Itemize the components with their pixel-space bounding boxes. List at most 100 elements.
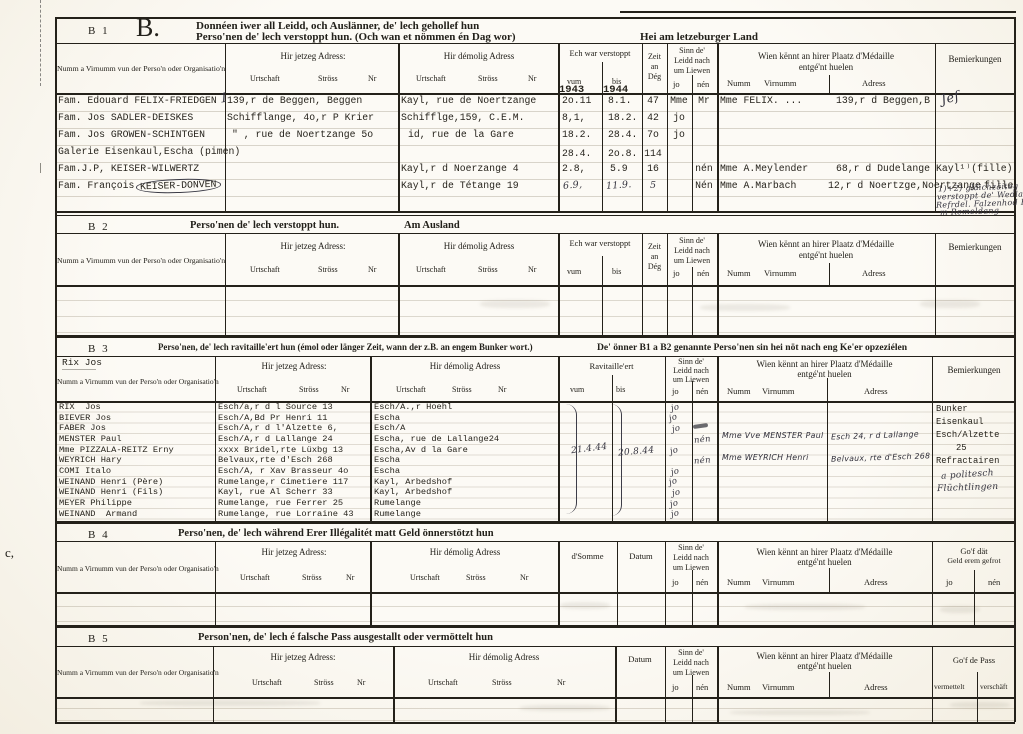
b2-h-zeit3: Dég (647, 262, 662, 271)
b3-medal-numm-handwritten: Mme WEYRICH Henri (722, 453, 809, 462)
b1-col-line (642, 43, 643, 211)
b2-h-sinn2: Leidd nach (674, 246, 710, 255)
b5-h-name: Numm a Virnumm vun der Perso'n oder Orga… (57, 668, 219, 677)
b3-h-numm: Numm (727, 386, 751, 396)
b1-row3-vum: 18.2. (562, 129, 592, 140)
b4-h-stross2: Ströss (466, 573, 486, 582)
b2-h-bis: bis (612, 267, 622, 276)
b2-h-stross2: Ströss (478, 265, 498, 274)
b3-h-jo: jo (672, 386, 679, 396)
b1-row6-deg-handwritten: 5 (650, 180, 657, 191)
b5-col-line (717, 646, 719, 722)
b2-col-line (398, 233, 400, 335)
b1-row3-deg: 7o (647, 129, 659, 140)
b1-h-jo: jo (673, 79, 680, 89)
b1-col-line (829, 75, 830, 93)
b3-h-bemierkungen: Bemierkungen (947, 365, 1001, 375)
b2-title-divider (55, 233, 1015, 234)
b1-col-line (667, 43, 668, 211)
b4-col-line (617, 541, 618, 625)
b3-stray-strike (62, 369, 96, 370)
b1-row5-prev: Kayl,r d Noerzange 4 (401, 163, 519, 174)
nen-mark: nén (693, 455, 712, 467)
b3-row-prev: Kayl, Arbedshof (374, 487, 453, 497)
b4-col-line (829, 568, 830, 592)
jo-mark: jo (671, 487, 682, 499)
b1-row5-vum: 2.8, (562, 163, 586, 174)
b2-col-line (602, 256, 603, 335)
b2-h-urtschaft2: Urtschaft (416, 265, 446, 274)
b3-h-virnumm: Virnumm (762, 386, 795, 396)
b1-row1-cur: 139,r de Beggen, Beggen (227, 95, 363, 106)
b4-h-gof-geld2: Geld erem gefrot (947, 556, 1001, 565)
b1-section-label: B 1 (88, 25, 110, 37)
b3-row-name: FABER Jos (59, 423, 106, 433)
b3-row-name: COMI Italo (59, 466, 112, 476)
b3-bem-line: Bunker (936, 404, 968, 414)
b4-section-label: B 4 (88, 529, 110, 541)
page-top-line (620, 11, 1016, 13)
b1-row2-jo: jo (673, 112, 685, 123)
b3-row-cur: Belvaux,rte d'Esch 268 (218, 455, 333, 465)
b1-row6-medal-adress: 12,r d Noertzge,Noertzange (828, 180, 981, 191)
b3-row-name: Mme PIZZALA-REITZ Erny (59, 445, 174, 455)
b4-top-border (55, 523, 1015, 524)
b5-h-sinn2: Leidd nach (673, 658, 709, 667)
ruling-lines-b2 (57, 285, 1014, 335)
b1-h-sinn1: Sinn de' (679, 46, 705, 55)
b3-row-prev: Rumelange (374, 509, 421, 519)
b3-row-prev: Esch/A.,r Hoehl (374, 402, 453, 412)
scan-smudge (745, 604, 865, 610)
b5-col-line (615, 646, 617, 722)
b2-h-numm: Numm (727, 268, 751, 278)
b2-col-line (717, 233, 719, 335)
b5-h-prev-address: Hir démolig Adress (468, 652, 540, 662)
ruling-lines-b4 (57, 592, 1014, 625)
b5-top-border (55, 627, 1015, 628)
b1-h-zeit3: Dég (647, 72, 662, 81)
b5-col-line (829, 672, 830, 697)
margin-note: c, (5, 545, 15, 560)
b3-row-prev: Rumelange (374, 498, 421, 508)
b3-col-line (215, 356, 216, 521)
b3-h-nen: nén (696, 386, 709, 396)
b1-row3-name: Fam. Jos GROWEN-SCHINTGEN (58, 129, 205, 140)
b5-col-line (692, 675, 693, 722)
b4-h-sinn3: um Liewen (672, 563, 710, 572)
b5-col-line (932, 646, 933, 722)
form-border-top (55, 17, 1015, 19)
b3-bem-line: Refractairen (936, 456, 1000, 466)
b4-h-sinn2: Leidd nach (673, 553, 709, 562)
b3-row-cur: Esch/A, r Xav Brasseur 4o (218, 466, 349, 476)
b1-row2-bis: 18.2. (608, 112, 638, 123)
b3-h-bis: bis (616, 385, 626, 394)
b1-title-line1: Donnéen iwer all Leidd, och Auslänner, d… (196, 20, 480, 32)
b5-h-nr: Nr (357, 678, 366, 687)
b1-row1-nen: Mr (698, 95, 710, 106)
b3-row-name: WEINAND Henri (Fils) (59, 487, 164, 497)
b3-bem-line: Esch/Alzette (936, 430, 1000, 440)
b1-year-from: 1943 (559, 84, 585, 96)
b4-col-line (665, 541, 666, 625)
b2-h-verstoppt: Ech war verstoppt (569, 239, 631, 248)
b1-row1-bis: 8.1. (608, 95, 632, 106)
b5-section-label: B 5 (88, 633, 110, 645)
b2-title: Perso'nen de' lech verstoppt hun. (190, 220, 340, 231)
b1-h-numm: Numm (727, 78, 751, 88)
b1-h-cur-address: Hir jetzeg Adress: (280, 51, 346, 61)
b4-col-line (215, 541, 216, 625)
b5-h-gof-pass: Go'f de Pass (952, 655, 996, 665)
b1-row6-bemierkung: fille (984, 180, 1014, 191)
b1-row5-nen: nén (695, 163, 713, 174)
b1-row2-prev: Schifflge,159, C.E.M. (401, 112, 525, 123)
b1-row5-bemierkung: Kayl¹⁾(fille) (936, 163, 1013, 174)
b2-col-line (225, 233, 226, 335)
b3-h-urtschaft: Urtschaft (237, 385, 267, 394)
b4-h-jo: jo (672, 577, 679, 587)
nen-mark: nén (693, 434, 712, 446)
b2-section-label: B 2 (88, 221, 110, 233)
b3-col-line (665, 356, 666, 521)
b2-region-title: Am Ausland (404, 220, 460, 231)
b4-h-stross: Ströss (302, 573, 322, 582)
b3-stray-typed-name: Rix Jos (62, 357, 102, 368)
